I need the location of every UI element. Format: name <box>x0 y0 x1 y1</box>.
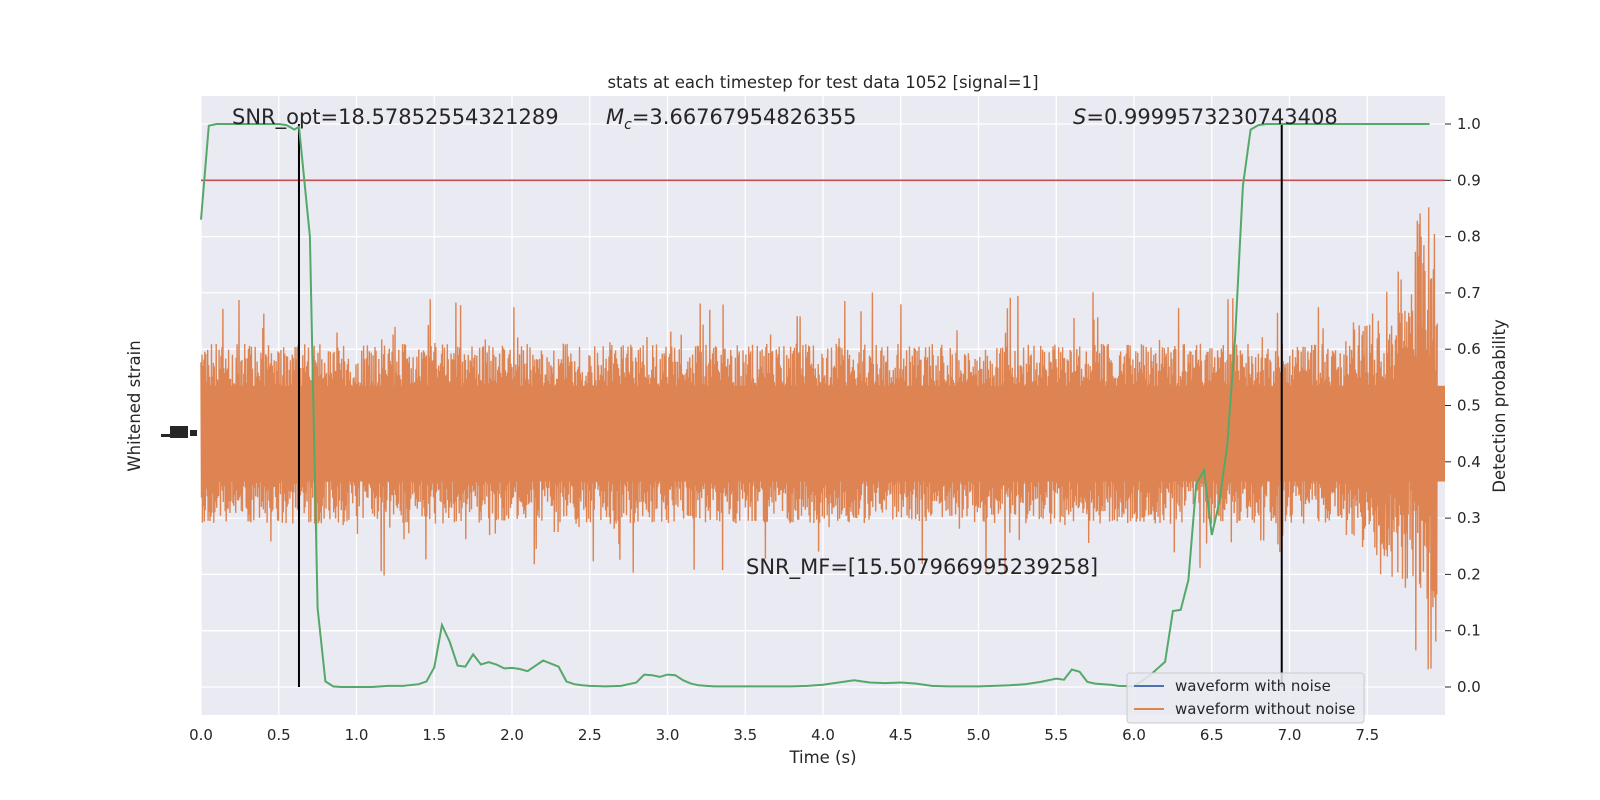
y-tick-label: 0.1 <box>1457 622 1481 640</box>
x-tick-label: 1.5 <box>422 726 446 744</box>
legend-label-waveform-without-noise: waveform without noise <box>1175 700 1355 718</box>
y-tick-label: 0.2 <box>1457 565 1481 583</box>
series-waveform-without-noise <box>200 207 1445 670</box>
x-tick-label: 4.0 <box>811 726 835 744</box>
y-tick-label: 0.0 <box>1457 678 1481 696</box>
annotation-snr-mf: SNR_MF=[15.507966995239258] <box>746 555 1098 580</box>
y-tick-label: 0.4 <box>1457 453 1481 471</box>
legend: waveform with noise waveform without noi… <box>1126 672 1365 724</box>
x-tick-label: 7.5 <box>1355 726 1379 744</box>
y-tick-label: 1.0 <box>1457 115 1481 133</box>
y-tick-label: 0.6 <box>1457 340 1481 358</box>
x-tick-label: 5.5 <box>1044 726 1068 744</box>
x-tick-label: 7.0 <box>1278 726 1302 744</box>
x-tick-label: 2.5 <box>578 726 602 744</box>
waveform-without-noise-line <box>200 207 1438 670</box>
left-axis-tick-glyphs <box>161 426 197 438</box>
x-tick-label: 4.5 <box>889 726 913 744</box>
x-tick-label: 0.5 <box>267 726 291 744</box>
x-tick-label: 1.0 <box>345 726 369 744</box>
x-tick-label: 2.0 <box>500 726 524 744</box>
y-tick-label: 0.5 <box>1457 397 1481 415</box>
overlay <box>200 123 1445 688</box>
annotation-s-value: S=0.9999573230743408 <box>1073 105 1338 129</box>
y-axis-left-title: Whitened strain <box>125 340 144 471</box>
y-tick-label: 0.9 <box>1457 171 1481 189</box>
annotation-chirp-mass: Mc=3.66767954826355 <box>606 105 857 133</box>
chart-title: stats at each timestep for test data 105… <box>607 73 1038 92</box>
x-tick-label: 5.0 <box>967 726 991 744</box>
x-tick-label: 3.0 <box>656 726 680 744</box>
y-tick-label: 0.3 <box>1457 509 1481 527</box>
x-tick-label: 6.0 <box>1122 726 1146 744</box>
x-tick-label: 6.5 <box>1200 726 1224 744</box>
x-axis-ticks: 0.0 0.5 1.0 1.5 2.0 2.5 3.0 3.5 4.0 4.5 5.0 5.5 6.0 6… <box>189 726 1379 744</box>
y-axis-right-title: Detection probability <box>1490 319 1509 493</box>
legend-label-waveform-with-noise: waveform with noise <box>1175 677 1331 695</box>
legend-box <box>1126 672 1365 724</box>
x-tick-label: 3.5 <box>733 726 757 744</box>
y-axis-right-ticks: 0.0 0.1 0.2 0.3 0.4 0.5 0.6 0.7 0.8 0.9 1.0 <box>1445 115 1481 696</box>
x-tick-label: 0.0 <box>189 726 213 744</box>
y-tick-label: 0.8 <box>1457 228 1481 246</box>
x-axis-title: Time (s) <box>788 748 856 767</box>
annotation-snr-opt: SNR_opt=18.57852554321289 <box>232 105 559 130</box>
detection-probability-line <box>200 123 1430 688</box>
y-tick-label: 0.7 <box>1457 284 1481 302</box>
